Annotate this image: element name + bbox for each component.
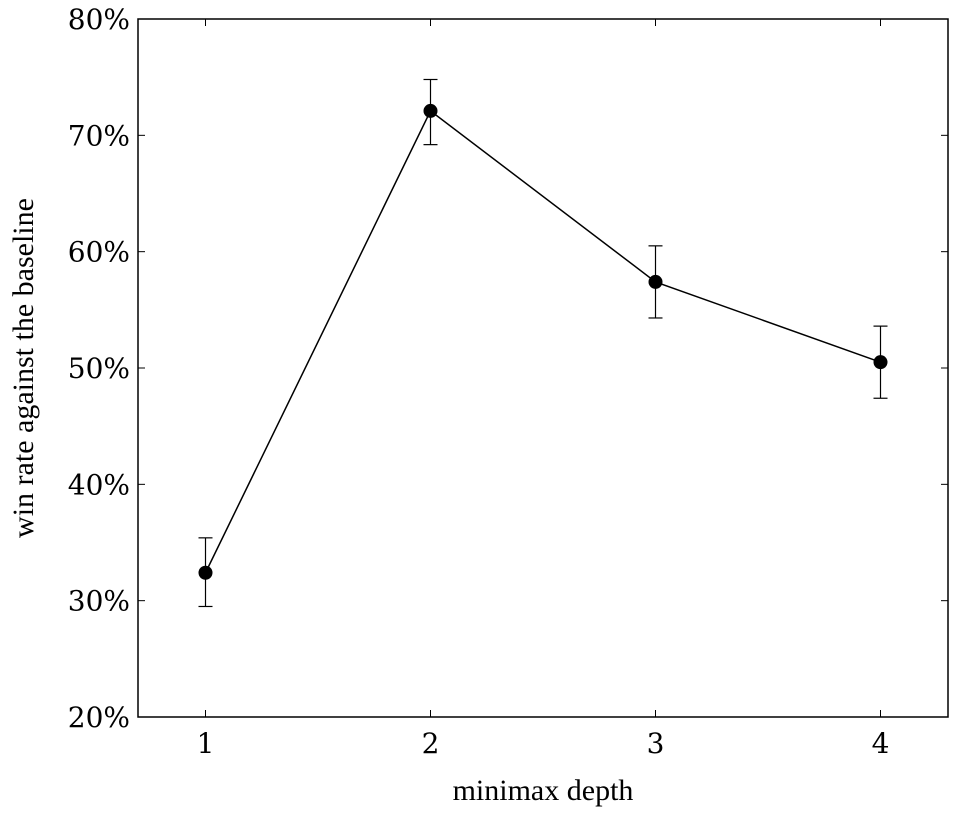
y-tick-label: 60% (68, 236, 130, 269)
y-tick-label: 30% (68, 585, 130, 618)
y-tick-label: 70% (68, 119, 130, 152)
series-line (204, 109, 881, 574)
y-tick-label: 50% (68, 352, 130, 385)
data-point (873, 355, 888, 370)
data-point (423, 103, 438, 118)
x-tick-label: 4 (872, 727, 890, 760)
plot-area (137, 18, 949, 718)
x-tick-label: 2 (422, 727, 440, 760)
error-bars (198, 78, 888, 608)
x-tick-label: 3 (647, 727, 665, 760)
y-tick-label: 80% (68, 3, 130, 36)
x-tick-label: 1 (197, 727, 215, 760)
data-point (198, 565, 213, 580)
data-point (648, 274, 663, 289)
y-axis-label: win rate against the baseline (7, 198, 40, 538)
x-axis-ticks: 1 2 3 4 (197, 19, 890, 760)
y-axis-ticks: 20% 30% 40% 50% 60% 70% 80% (68, 3, 948, 734)
y-tick-label: 40% (68, 468, 130, 501)
data-points (198, 103, 888, 580)
y-tick-label: 20% (68, 701, 130, 734)
x-axis-label: minimax depth (453, 774, 634, 807)
